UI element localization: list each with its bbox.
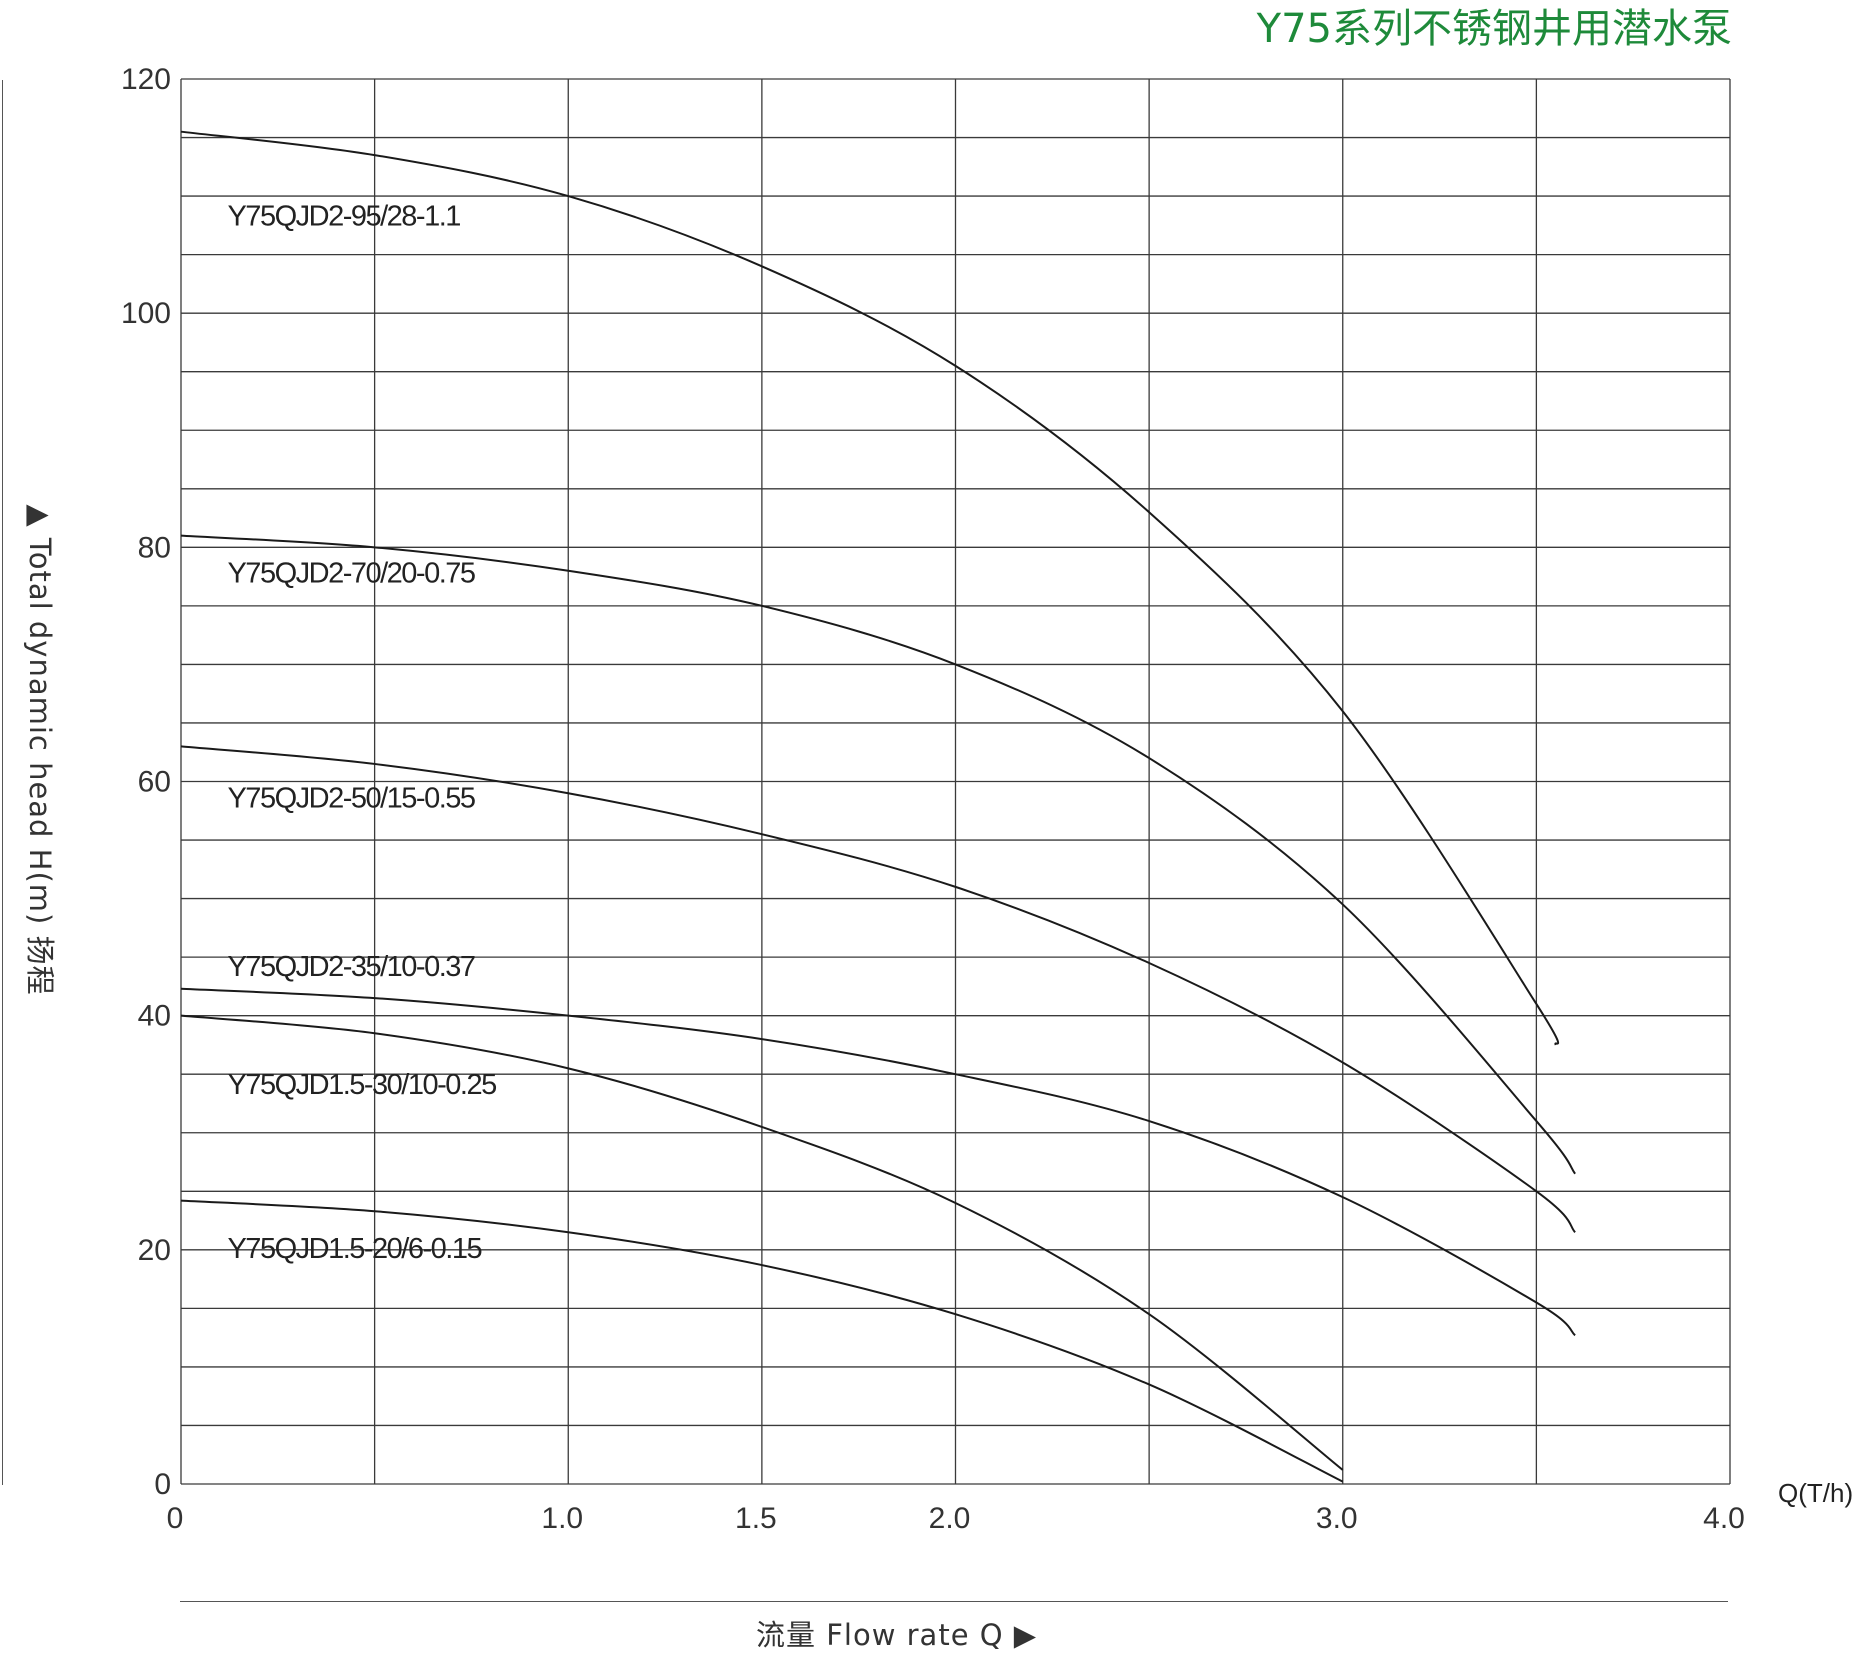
series-label-1: Y75QJD2-95/28-1.1 bbox=[227, 200, 460, 232]
y-axis-label: ▲ Total dynamic head H(m) 扬程 bbox=[23, 504, 57, 996]
y-tick-label: 80 bbox=[138, 531, 171, 564]
series-label-5: Y75QJD1.5-30/10-0.25 bbox=[227, 1069, 496, 1101]
x-tick-label: 0 bbox=[167, 1502, 184, 1535]
curves-layer bbox=[180, 130, 1576, 1483]
pump-curve-3 bbox=[180, 745, 1576, 1233]
pump-curve-1 bbox=[180, 130, 1560, 1046]
pump-curve-6 bbox=[180, 1199, 1344, 1483]
x-axis-label: 流量 Flow rate Q ▶ bbox=[756, 1618, 1038, 1652]
y-tick-label: 120 bbox=[121, 63, 171, 96]
x-tick-label: 1.5 bbox=[735, 1502, 777, 1535]
x-tick-label: 2.0 bbox=[929, 1502, 971, 1535]
x-axis-rule bbox=[180, 1601, 1728, 1602]
grid-layer bbox=[180, 78, 1731, 1485]
y-tick-label: 0 bbox=[154, 1468, 171, 1501]
pump-curve-5 bbox=[180, 1014, 1344, 1471]
series-label-2: Y75QJD2-70/20-0.75 bbox=[227, 557, 474, 589]
series-labels-layer: Y75QJD2-95/28-1.1 Y75QJD2-70/20-0.75 Y75QJ… bbox=[227, 200, 497, 1265]
y-tick-label: 40 bbox=[138, 1000, 171, 1033]
y-axis-rule bbox=[2, 80, 3, 1485]
pump-curve-4 bbox=[180, 987, 1576, 1337]
y-tick-label: 60 bbox=[138, 766, 171, 799]
x-tick-label: 1.0 bbox=[541, 1502, 583, 1535]
pump-curve-2 bbox=[180, 534, 1576, 1175]
x-axis-unit: Q(T/h) bbox=[1778, 1478, 1854, 1508]
series-label-4: Y75QJD2-35/10-0.37 bbox=[227, 951, 474, 983]
tick-labels-layer: 0 20 40 60 80 100 120 0 1.0 1.5 2.0 3.0 4.0 bbox=[121, 63, 1745, 1535]
y-tick-label: 20 bbox=[138, 1234, 171, 1267]
x-tick-label: 3.0 bbox=[1316, 1502, 1358, 1535]
series-label-3: Y75QJD2-50/15-0.55 bbox=[227, 782, 474, 814]
series-label-6: Y75QJD1.5-20/6-0.15 bbox=[227, 1233, 481, 1265]
x-tick-label: 4.0 bbox=[1703, 1502, 1745, 1535]
y-tick-label: 100 bbox=[121, 297, 171, 330]
chart-title: Y75系列不锈钢井用潜水泵 bbox=[1256, 6, 1732, 52]
